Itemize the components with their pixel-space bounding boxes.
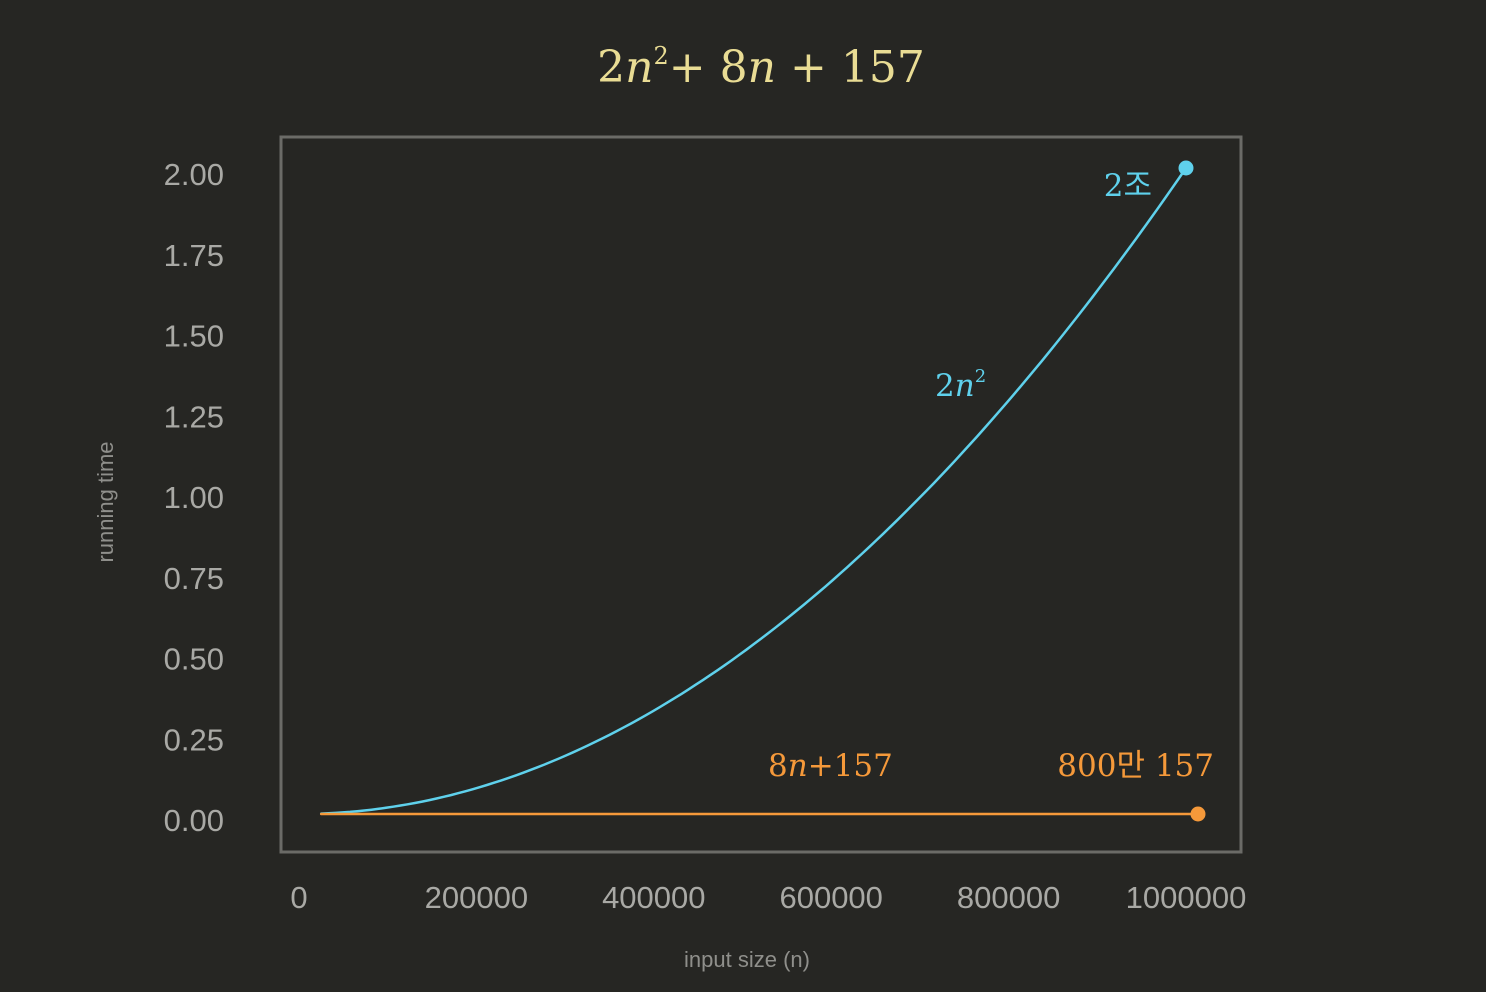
linear-label-coef: 8	[768, 748, 788, 784]
title-term1-coef: 2	[597, 42, 625, 93]
quadratic-series-label: 2n2	[935, 366, 986, 404]
title-plus-1: +	[669, 42, 720, 93]
linear-label-rest: +157	[808, 748, 893, 784]
quadratic-label-var: n	[955, 368, 975, 404]
quadratic-label-exp: 2	[975, 366, 986, 387]
title-term1-var: n	[625, 42, 653, 93]
linear-end-marker	[1190, 806, 1206, 822]
y-tick-label: 1.75	[164, 238, 224, 273]
y-tick-label: 0.25	[164, 722, 224, 757]
title-term1-exp: 2	[654, 42, 669, 70]
quadratic-label-coef: 2	[935, 368, 955, 404]
y-tick-label: 1.00	[164, 480, 224, 515]
y-axis-label: running time	[93, 441, 118, 562]
y-tick-label: 0.00	[164, 803, 224, 838]
title-term2-coef: 8	[720, 42, 748, 93]
x-tick-label: 600000	[779, 880, 882, 915]
x-tick-label: 0	[290, 880, 307, 915]
x-axis-ticks: 0 200000 400000 600000 800000 1000000	[290, 880, 1246, 915]
title-constant: 157	[841, 42, 925, 93]
x-tick-label: 400000	[602, 880, 705, 915]
y-tick-label: 2.00	[164, 157, 224, 192]
title-plus-2: +	[776, 42, 841, 93]
quadratic-end-marker	[1178, 160, 1194, 176]
series-layer	[319, 160, 1206, 822]
y-tick-label: 1.25	[164, 399, 224, 434]
quadratic-end-value: 2조	[1104, 168, 1152, 204]
linear-end-value: 800만 157	[1057, 748, 1214, 784]
chart-title: 2n2+ 8n + 157	[597, 42, 925, 93]
x-axis-label: input size (n)	[684, 947, 810, 972]
linear-label-var: n	[788, 748, 808, 784]
y-tick-label: 0.50	[164, 642, 224, 677]
y-axis-ticks: 0.00 0.25 0.50 0.75 1.00 1.25 1.50 1.75 2.00	[164, 157, 224, 838]
x-tick-label: 800000	[957, 880, 1060, 915]
y-tick-label: 1.50	[164, 319, 224, 354]
x-tick-label: 1000000	[1126, 880, 1247, 915]
linear-series-label: 8n+157	[768, 748, 893, 784]
y-tick-label: 0.75	[164, 561, 224, 596]
quadratic-series-line	[319, 166, 1188, 815]
title-term2-var: n	[748, 42, 776, 93]
x-tick-label: 200000	[425, 880, 528, 915]
plot-frame	[279, 135, 1243, 854]
